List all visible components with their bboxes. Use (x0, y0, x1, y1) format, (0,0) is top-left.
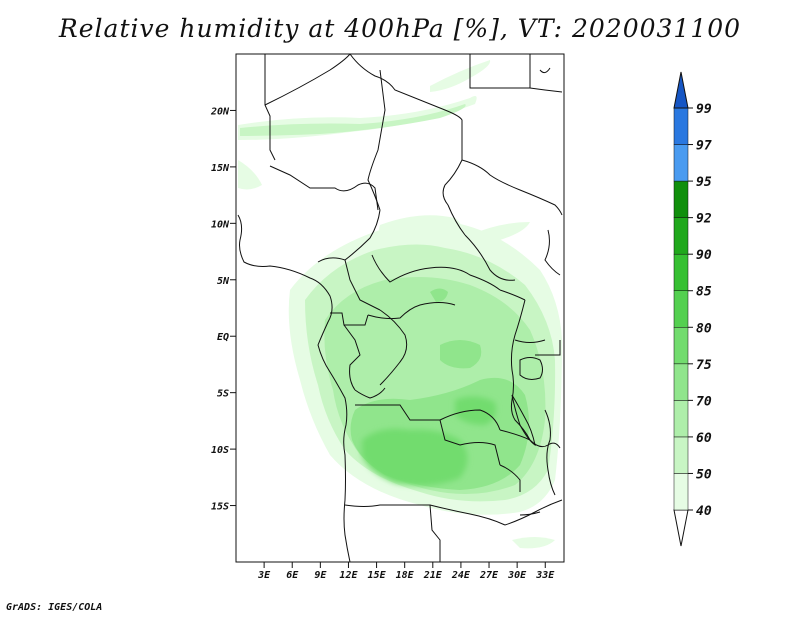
humidity-zone-40 (430, 60, 491, 92)
lon-tick-label: 24E (451, 570, 471, 581)
colorbar-label: 75 (696, 358, 712, 373)
lat-tick-label: EQ (217, 332, 229, 343)
colorbar-segment (673, 436, 689, 474)
humidity-zone-40 (470, 222, 530, 242)
lon-tick-label: 30E (507, 570, 527, 581)
grads-credit: GrADS: IGES/COLA (6, 602, 103, 613)
colorbar-segment (673, 144, 689, 182)
colorbar-segment (673, 400, 689, 438)
lon-tick-label: 33E (535, 570, 555, 581)
colorbar-segment (673, 290, 689, 328)
colorbar-segment (673, 107, 689, 145)
map-frame (235, 53, 565, 563)
colorbar-segment (673, 327, 689, 365)
colorbar-label: 85 (696, 285, 712, 300)
colorbar-label: 92 (696, 212, 712, 227)
colorbar-legend: 40 50 60 70 75 80 85 90 92 95 97 99 (673, 71, 712, 547)
humidity-zone-75 (455, 396, 497, 425)
lat-tick-label: 10S (211, 445, 229, 456)
humidity-zone-40 (512, 537, 555, 549)
colorbar-label: 97 (696, 139, 712, 154)
colorbar-label: 99 (696, 102, 712, 117)
lon-tick-label: 15E (368, 570, 387, 581)
humidity-zone-70 (440, 340, 482, 369)
colorbar-segment (673, 180, 689, 218)
colorbar-segment (673, 363, 689, 401)
humidity-shading (238, 60, 562, 549)
humidity-zone-40 (238, 160, 262, 190)
colorbar-label: 95 (696, 175, 712, 190)
lat-tick-label: 10N (211, 219, 230, 230)
map-title: Relative humidity at 400hPa [%], VT: 202… (58, 14, 742, 43)
humidity-zone-40 (379, 215, 463, 248)
lat-tick-label: 15N (211, 163, 230, 174)
colorbar-label: 60 (696, 431, 712, 446)
map-panel: 20N 15N 10N 5N EQ 5S 10S 15S 3E 6E 9E 12E 15E 18E 21E… (210, 53, 565, 581)
colorbar-upper-arrow (673, 71, 689, 109)
lat-tick-label: 5N (217, 276, 230, 287)
humidity-zone-70 (430, 288, 448, 302)
colorbar-label: 40 (696, 504, 712, 519)
lon-tick-label: 3E (257, 570, 271, 581)
latitude-axis: 20N 15N 10N 5N EQ 5S 10S 15S (210, 106, 236, 513)
lon-tick-label: 6E (286, 570, 299, 581)
humidity-zone-75 (362, 428, 468, 486)
lon-tick-label: 27E (479, 570, 499, 581)
lat-tick-label: 5S (217, 389, 229, 400)
colorbar-label: 50 (696, 467, 712, 482)
lon-tick-label: 21E (423, 570, 443, 581)
humidity-zone-50 (240, 104, 466, 136)
lat-tick-label: 15S (211, 502, 229, 513)
longitude-axis: 3E 6E 9E 12E 15E 18E 21E 24E 27E 30E 33E (257, 562, 555, 581)
colorbar-segment (673, 253, 689, 291)
colorbar-label: 70 (696, 394, 712, 409)
lon-tick-label: 9E (314, 570, 327, 581)
colorbar-lower-arrow (673, 509, 689, 547)
lon-tick-label: 18E (396, 570, 415, 581)
colorbar-segment (673, 473, 689, 511)
colorbar-segment (673, 217, 689, 255)
lon-tick-label: 12E (339, 570, 358, 581)
colorbar-label: 80 (696, 321, 712, 336)
country-borders (237, 54, 563, 562)
colorbar-label: 90 (696, 248, 712, 263)
lat-tick-label: 20N (210, 106, 230, 117)
